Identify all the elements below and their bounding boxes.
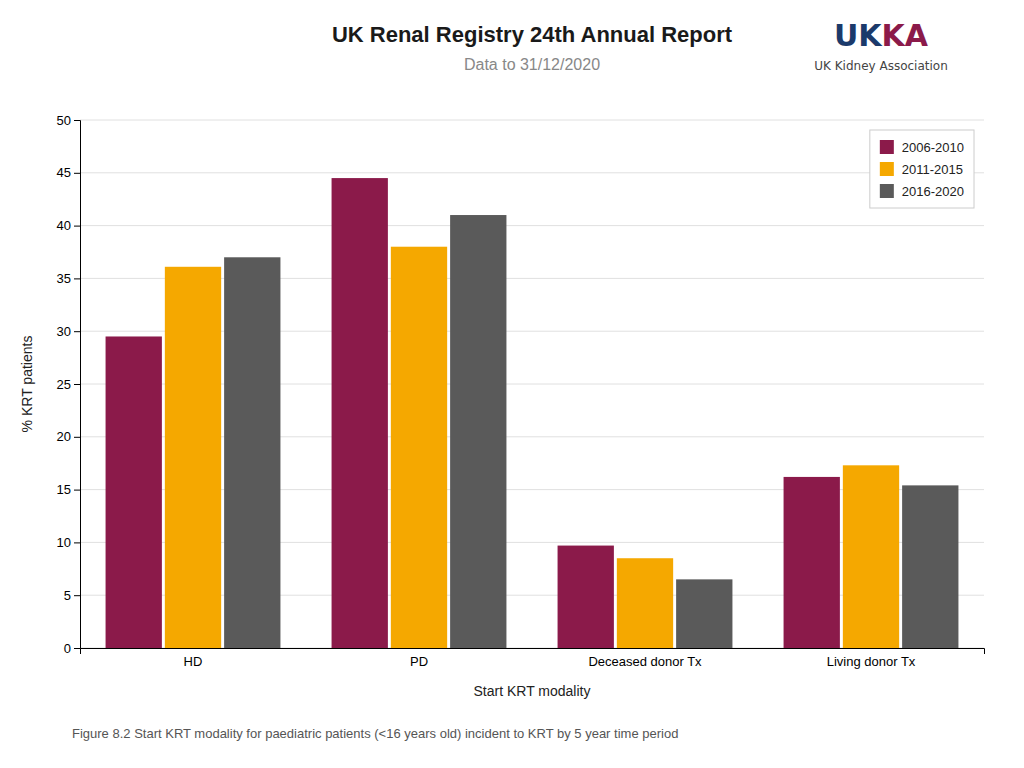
y-tick: 30 (57, 324, 80, 339)
y-tick: 20 (57, 429, 80, 444)
bar (617, 558, 673, 648)
bar (450, 215, 506, 648)
x-tick: HD (184, 654, 203, 669)
y-tick-label: 30 (57, 324, 71, 339)
legend-swatch (880, 162, 894, 176)
legend-item: 2016-2020 (880, 184, 964, 199)
bar (106, 336, 162, 648)
y-tick-label: 45 (57, 165, 71, 180)
y-tick-mark (74, 226, 80, 227)
y-tick-label: 5 (64, 588, 71, 603)
x-tick: PD (410, 654, 428, 669)
caption: Figure 8.2 Start KRT modality for paedia… (72, 726, 678, 741)
y-tick-mark (74, 490, 80, 491)
y-tick: 10 (57, 535, 80, 550)
legend-swatch (880, 140, 894, 154)
y-tick: 0 (64, 641, 80, 656)
y-tick: 5 (64, 588, 80, 603)
grid-line (80, 225, 984, 226)
x-tick-label: Deceased donor Tx (588, 654, 702, 669)
bar (391, 247, 447, 648)
y-tick-mark (74, 437, 80, 438)
y-tick-mark (74, 595, 80, 596)
y-tick: 45 (57, 165, 80, 180)
y-tick-mark (74, 331, 80, 332)
y-tick-mark (74, 120, 80, 121)
logo-text: KA (882, 18, 929, 53)
logo: UKKA UK Kidney Association (814, 18, 948, 73)
title: UK Renal Registry 24th Annual Report (332, 22, 733, 47)
y-axis: 0 5 10 15 20 25 30 35 40 45 50 (57, 113, 81, 656)
bar (784, 477, 840, 648)
chart: UK Renal Registry 24th Annual Report Data… (0, 0, 1024, 768)
x-axis: HD PD Deceased donor Tx Living donor Tx (81, 649, 985, 670)
plot: HD PD Deceased donor Tx Living donor Tx 0 5 10… (57, 113, 985, 670)
y-tick-mark (74, 648, 80, 649)
bar (332, 178, 388, 648)
y-tick-mark (74, 278, 80, 279)
legend-item: 2006-2010 (880, 140, 964, 155)
x-tick-label: HD (184, 654, 203, 669)
y-tick: 40 (57, 218, 80, 233)
x-tick-label: PD (410, 654, 428, 669)
x-axis-line (81, 649, 985, 655)
y-axis-label: % KRT patients (19, 336, 35, 433)
legend-swatch (880, 184, 894, 198)
logo-subtext: UK Kidney Association (814, 59, 948, 73)
x-tick: Deceased donor Tx (588, 654, 702, 669)
x-tick-label: Living donor Tx (827, 654, 916, 669)
y-tick: 15 (57, 482, 80, 497)
bar (558, 546, 614, 648)
legend-box (870, 130, 974, 208)
y-tick-label: 35 (57, 271, 71, 286)
y-tick-label: 40 (57, 218, 71, 233)
grid-line (80, 172, 984, 173)
legend-item: 2011-2015 (880, 162, 963, 177)
subtitle: Data to 31/12/2020 (464, 56, 600, 73)
bar (676, 579, 732, 648)
y-tick-label: 15 (57, 482, 71, 497)
bar (165, 267, 221, 648)
logo-text: UK (834, 18, 883, 53)
y-tick-mark (74, 384, 80, 385)
y-tick: 25 (57, 377, 80, 392)
bar (224, 257, 280, 648)
y-tick-label: 10 (57, 535, 71, 550)
y-tick-mark (74, 542, 80, 543)
y-axis-line (74, 121, 81, 649)
bars (106, 178, 959, 648)
legend-label: 2016-2020 (902, 184, 964, 199)
bar (843, 465, 899, 648)
y-tick-label: 50 (57, 113, 71, 128)
grid-line (80, 120, 984, 121)
grid (80, 120, 984, 648)
y-tick-label: 25 (57, 377, 71, 392)
y-tick-mark (74, 173, 80, 174)
x-axis-label: Start KRT modality (474, 683, 591, 699)
legend: 2006-2010 2011-2015 2016-2020 (870, 130, 974, 208)
bar (902, 485, 958, 648)
y-tick: 35 (57, 271, 80, 286)
y-tick-label: 0 (64, 641, 71, 656)
legend-label: 2006-2010 (902, 140, 964, 155)
y-tick: 50 (57, 113, 80, 128)
x-tick: Living donor Tx (827, 654, 916, 669)
legend-label: 2011-2015 (902, 162, 963, 177)
y-tick-label: 20 (57, 429, 71, 444)
